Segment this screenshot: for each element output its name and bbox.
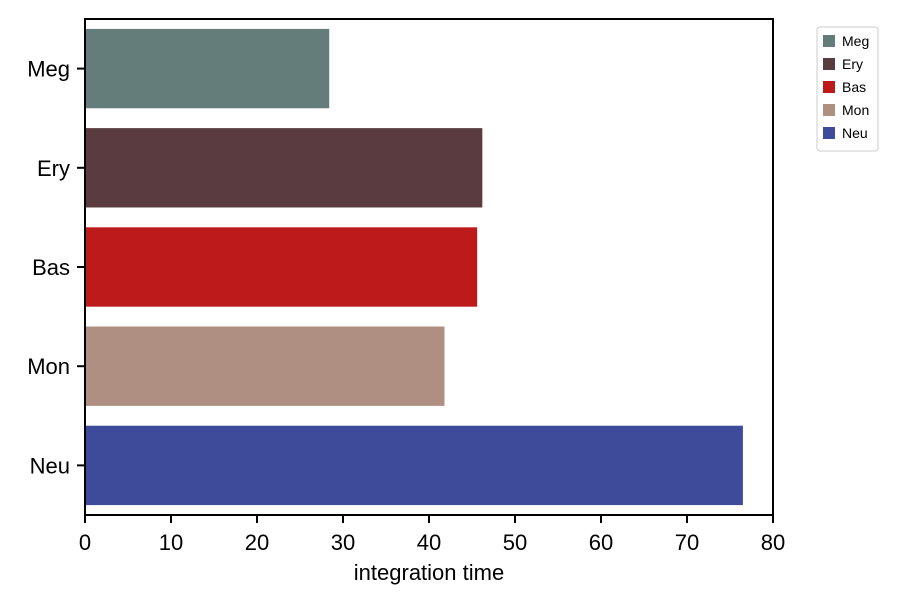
- x-tick-label-80: 80: [761, 530, 785, 555]
- x-axis: 0 10 20 30 40 50 60 70 80: [79, 515, 785, 555]
- y-tick-label-meg: Meg: [27, 57, 70, 82]
- x-tick-label-0: 0: [79, 530, 91, 555]
- legend-swatch-mon: [823, 104, 835, 116]
- x-axis-label: integration time: [354, 560, 504, 585]
- bar-meg: [85, 28, 330, 109]
- y-tick-label-neu: Neu: [30, 453, 70, 478]
- x-tick-label-60: 60: [589, 530, 613, 555]
- legend-swatch-neu: [823, 127, 835, 139]
- bar-neu: [85, 425, 743, 506]
- legend-label-ery: Ery: [842, 56, 863, 72]
- x-tick-label-10: 10: [159, 530, 183, 555]
- legend-label-bas: Bas: [842, 79, 866, 95]
- legend-label-neu: Neu: [842, 125, 868, 141]
- x-tick-label-70: 70: [675, 530, 699, 555]
- x-tick-label-30: 30: [331, 530, 355, 555]
- y-axis: Meg Ery Bas Mon Neu: [27, 57, 85, 478]
- y-tick-label-mon: Mon: [27, 354, 70, 379]
- legend-label-meg: Meg: [842, 33, 869, 49]
- x-tick-label-20: 20: [245, 530, 269, 555]
- bar-ery: [85, 128, 483, 208]
- legend-swatch-bas: [823, 81, 835, 93]
- y-tick-label-ery: Ery: [37, 156, 70, 181]
- bar-mon: [85, 326, 445, 406]
- legend-swatch-meg: [823, 35, 835, 47]
- x-tick-label-50: 50: [503, 530, 527, 555]
- legend: Meg Ery Bas Mon Neu: [816, 26, 879, 152]
- legend-label-mon: Mon: [842, 102, 869, 118]
- bar-bas: [85, 227, 478, 307]
- legend-swatch-ery: [823, 58, 835, 70]
- x-tick-label-40: 40: [417, 530, 441, 555]
- bars-group: [85, 28, 743, 506]
- y-tick-label-bas: Bas: [32, 255, 70, 280]
